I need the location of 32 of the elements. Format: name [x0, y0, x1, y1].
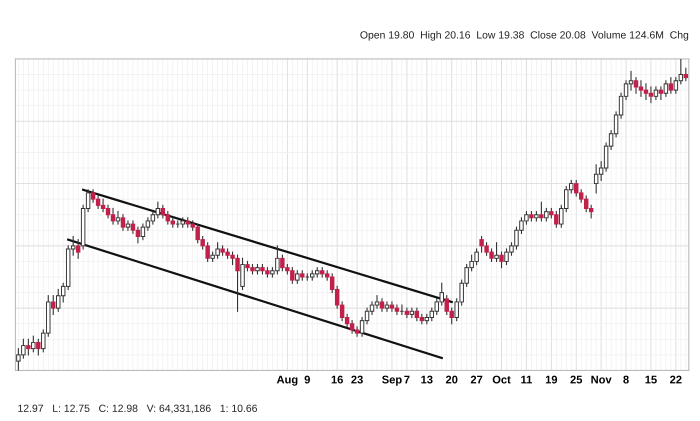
x-tick-label: 19: [546, 376, 558, 384]
x-tick-label: 15: [645, 376, 657, 384]
candlestick: [295, 270, 300, 284]
x-tick-label: 8: [623, 376, 629, 384]
x-tick-label: 23: [351, 376, 363, 384]
candlestick: [664, 80, 668, 97]
x-tick-label: 27: [470, 376, 482, 384]
candlestick: [31, 336, 36, 352]
x-tick-label: 11: [521, 376, 532, 384]
text: 12.97 L: 12.75 C: 12.98 V: 64,331,186 1: 10.66: [18, 404, 257, 414]
candlestick: [544, 208, 549, 222]
candlestick: [255, 264, 260, 274]
candlestick: [240, 258, 245, 290]
x-tick-label: 9: [304, 376, 310, 384]
x-tick-label: Aug: [276, 376, 298, 386]
x-tick-label: 16: [332, 376, 343, 384]
x-tick-label: Oct: [492, 376, 511, 384]
x-tick-label: 13: [421, 376, 433, 384]
x-tick-label: 25: [570, 376, 582, 384]
x-tick-label: Sep: [382, 376, 402, 386]
x-tick-label: 22: [670, 376, 682, 384]
x-tick-label: Nov: [591, 376, 612, 384]
text: Open 19.80 High 20.16 Low 19.38 Close 20.08 Volume 124.6M Chg: [360, 30, 688, 41]
candlestick: [534, 211, 539, 222]
candlestick: [654, 86, 658, 100]
x-tick-label: 7: [404, 376, 410, 384]
candlestick: [410, 308, 414, 318]
candlestick: [126, 220, 130, 231]
x-tick-label: 20: [446, 376, 458, 384]
candlestick: [116, 211, 120, 225]
candlestick: [494, 242, 499, 262]
candlestick: [384, 301, 390, 312]
